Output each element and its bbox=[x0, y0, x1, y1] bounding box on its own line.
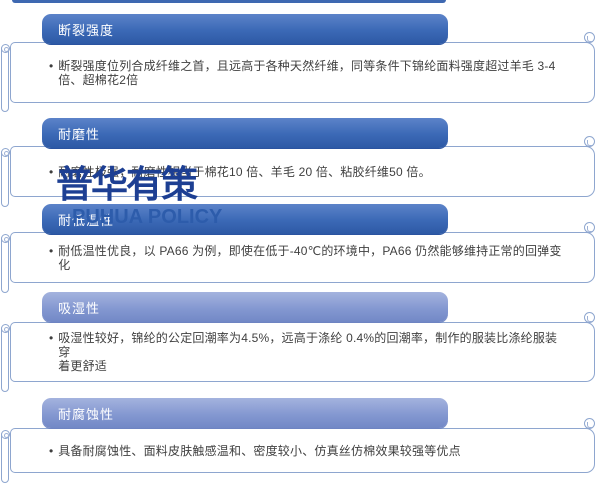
scroll-corner-curl-icon bbox=[584, 136, 595, 147]
feature-description: 吸湿性较好，锦纶的公定回潮率为4.5%，远高于涤纶 0.4%的回潮率，制作的服装… bbox=[58, 331, 558, 373]
feature-header: 吸湿性 bbox=[42, 292, 448, 322]
feature-header: 耐磨性 bbox=[42, 118, 448, 148]
feature-description: 耐低温性优良，以 PA66 为例，即使在低于-40℃的环境中，PA66 仍然能够… bbox=[58, 243, 562, 272]
scroll-body: • 耐低温性优良，以 PA66 为例，即使在低于-40℃的环境中，PA66 仍然… bbox=[10, 232, 595, 283]
scroll-left-roll bbox=[1, 432, 9, 483]
cutoff-bar-edge bbox=[12, 0, 446, 3]
feature-header: 耐腐蚀性 bbox=[42, 398, 448, 428]
scroll-body: • 断裂强度位列合成纤维之首，且远高于各种天然纤维，同等条件下锦纶面料强度超过羊… bbox=[10, 42, 595, 103]
scroll-left-roll bbox=[1, 236, 9, 293]
feature-description: 断裂强度位列合成纤维之首，且远高于各种天然纤维，同等条件下锦纶面料强度超过羊毛 … bbox=[58, 58, 556, 87]
bullet-marker: • bbox=[49, 58, 54, 73]
bullet-marker: • bbox=[49, 443, 54, 458]
scroll-corner-curl-icon bbox=[584, 312, 595, 323]
feature-header: 断裂强度 bbox=[42, 14, 448, 44]
scroll-left-roll bbox=[1, 326, 9, 392]
feature-description: 耐磨性极强，耐磨性相当于棉花10 倍、羊毛 20 倍、粘胶纤维50 倍。 bbox=[58, 164, 431, 179]
bullet-marker: • bbox=[49, 164, 54, 179]
scroll-body: • 具备耐腐蚀性、面料皮肤触感温和、密度较小、仿真丝仿棉效果较强等优点 bbox=[10, 428, 595, 473]
scroll-left-roll bbox=[1, 150, 9, 207]
scroll-left-roll bbox=[1, 46, 9, 112]
scroll-body: • 吸湿性较好，锦纶的公定回潮率为4.5%，远高于涤纶 0.4%的回潮率，制作的… bbox=[10, 322, 595, 382]
scroll-left-curl-icon bbox=[1, 324, 10, 333]
feature-description: 具备耐腐蚀性、面料皮肤触感温和、密度较小、仿真丝仿棉效果较强等优点 bbox=[58, 443, 461, 458]
bullet-marker: • bbox=[49, 243, 54, 258]
scroll-left-curl-icon bbox=[1, 44, 10, 53]
bullet-marker: • bbox=[49, 331, 54, 345]
scroll-left-curl-icon bbox=[1, 430, 10, 439]
scroll-corner-curl-icon bbox=[584, 222, 595, 233]
scroll-corner-curl-icon bbox=[584, 32, 595, 43]
feature-header: 耐低温性 bbox=[42, 204, 448, 234]
scroll-left-curl-icon bbox=[1, 234, 10, 243]
scroll-corner-curl-icon bbox=[584, 418, 595, 429]
scroll-body: • 耐磨性极强，耐磨性相当于棉花10 倍、羊毛 20 倍、粘胶纤维50 倍。 bbox=[10, 146, 595, 197]
scroll-left-curl-icon bbox=[1, 148, 10, 157]
